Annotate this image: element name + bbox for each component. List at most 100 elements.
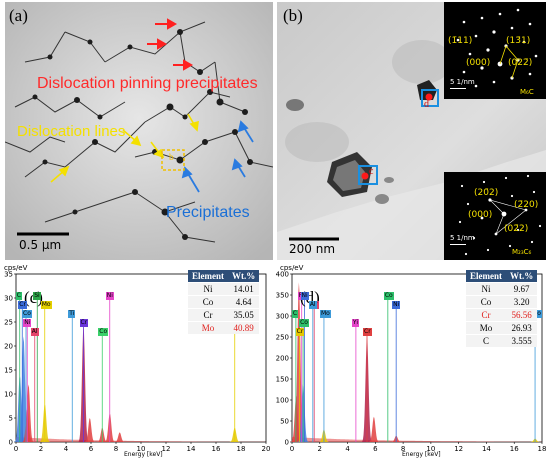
y-tick-label: 50: [280, 418, 289, 426]
y-tick-label: 200: [276, 355, 289, 363]
x-tick-label: 20: [262, 445, 271, 453]
table-cell: Ni: [188, 282, 228, 296]
element-marker-label: Mo: [319, 310, 331, 318]
y-tick-label: 15: [4, 367, 13, 375]
y-tick-label: 0: [9, 439, 13, 447]
x-tick-label: 12: [162, 445, 171, 453]
element-marker-label: Ti: [68, 310, 76, 318]
element-marker-label: Yi: [351, 319, 359, 327]
saed-bottom-spots: [458, 174, 542, 256]
y-tick-label: 250: [276, 334, 289, 342]
table-cell: Co: [188, 295, 228, 309]
composition-table-d: Element Wt.% Ni 9.67 Co 3.20 Cr 56.56 Mo 26.9…: [466, 270, 538, 347]
saed-pattern-bottom: (20̄2) (2̄20) (000) (02̄2) 5 1/nm M₂₃C₆: [444, 172, 546, 260]
y-tick-label: 35: [4, 271, 13, 279]
saed-bottom-scale-bar: [450, 244, 466, 245]
spectrum-peak: [113, 432, 126, 442]
table-cell: 40.89: [228, 321, 260, 334]
spectrum-background: [292, 437, 542, 442]
element-marker-label: Ni: [23, 319, 32, 327]
y-tick-label: 30: [4, 295, 13, 303]
y-tick-label: 100: [276, 397, 289, 405]
box-b-label: b: [169, 152, 174, 162]
x-tick-label: 6: [373, 445, 378, 453]
saed-top-index-4: (022̄): [508, 58, 533, 68]
spectrum-peak: [17, 336, 30, 442]
table-cell: Co: [466, 295, 506, 309]
x-tick-label: 12: [454, 445, 463, 453]
x-tick-label: 0: [290, 445, 294, 453]
scale-bar-a-label: 0.5 μm: [19, 238, 62, 252]
saed-top-phase: M₆C: [520, 88, 534, 96]
element-marker-label: Ni: [392, 301, 401, 309]
element-marker-label: Cr: [295, 328, 305, 336]
table-cell: 9.67: [506, 282, 538, 296]
x-tick-label: 4: [345, 445, 350, 453]
element-marker-label: F: [297, 292, 304, 300]
table-header-element: Element: [466, 270, 506, 283]
element-marker-label: Co: [98, 328, 109, 336]
table-cell: 26.93: [506, 321, 538, 335]
y-tick-label: 150: [276, 376, 289, 384]
element-marker-label: Mo: [40, 301, 52, 309]
x-tick-label: 10: [426, 445, 435, 453]
saed-top-scale-bar: [450, 88, 466, 89]
x-tick-label: 10: [137, 445, 146, 453]
tem-image-b: (b) d c 200 nm (1̄11) (13̄1) (000) (022̄…: [277, 2, 546, 260]
element-marker-label: C: [291, 310, 299, 318]
y-tick-label: 350: [276, 292, 289, 300]
saed-pattern-top: (1̄11) (13̄1) (000) (022̄) 5 1/nm M₆C: [444, 2, 546, 99]
table-header-element: Element: [188, 270, 228, 283]
table-cell: 3.555: [506, 334, 538, 347]
xlabel-c: Energy [keV]: [124, 451, 163, 458]
tem-image-a: (a) Dislocation pinning precipitates Dis…: [5, 2, 273, 260]
saed-top-scale: 5 1/nm: [450, 78, 475, 86]
x-tick-label: 0: [14, 445, 18, 453]
element-marker-label: Cr: [363, 328, 372, 336]
element-marker-label: Al: [308, 301, 317, 309]
scale-bar-b-label: 200 nm: [289, 242, 336, 256]
table-cell: Ni: [466, 282, 506, 296]
spectrum-background: [16, 437, 266, 442]
marker-c: c: [369, 166, 374, 177]
element-marker-label: C: [15, 292, 22, 300]
saed-bottom-index-1: (20̄2): [474, 188, 499, 198]
dislocation-lines-annotation: Dislocation lines: [17, 123, 126, 140]
x-tick-label: 2: [39, 445, 43, 453]
pinning-annotation: Dislocation pinning precipitates: [37, 75, 258, 92]
table-header-wt: Wt.%: [228, 270, 260, 283]
table-cell: 14.01: [228, 282, 260, 296]
element-marker-label: Si: [33, 292, 41, 300]
table-cell: 3.20: [506, 295, 538, 309]
element-marker-label: Co: [383, 292, 394, 300]
x-tick-label: 16: [212, 445, 221, 453]
saed-top-index-3: (000): [466, 58, 491, 68]
x-tick-label: 14: [482, 445, 491, 453]
saed-top-index-1: (1̄11): [448, 36, 473, 46]
element-marker-label: Ni: [300, 292, 309, 300]
spectrum-peak: [292, 282, 305, 442]
spectrum-peak: [367, 416, 380, 442]
x-tick-label: 14: [187, 445, 196, 453]
tem-image-a-graphics: [5, 2, 273, 260]
saed-top-spots: [456, 8, 538, 88]
units-d: cps/eV: [280, 264, 304, 272]
y-tick-label: 300: [276, 313, 289, 321]
marker-d: d: [424, 99, 429, 110]
x-tick-label: 8: [401, 445, 405, 453]
table-header-wt: Wt.%: [506, 270, 538, 283]
element-marker-label: Co: [299, 319, 309, 327]
eds-chart-c: 0 5 10 15 20 25 30 35 0 2 4 6 8 10 12 14 16 18 20: [4, 271, 271, 454]
table-cell: Cr: [188, 308, 228, 322]
panel-a-label: (a): [9, 6, 28, 25]
y-tick-label: 25: [4, 319, 13, 327]
spectrum-peak: [22, 384, 35, 442]
eds-spectrum-d: 0 50 100 150 200 250 300 350 400 0 2 4 6 8 10 12 14 16 18 …: [274, 264, 550, 461]
y-tick-label: 10: [4, 391, 13, 399]
y-tick-label: 5: [9, 415, 13, 423]
y-tick-label: 0: [285, 439, 289, 447]
saed-bottom-index-2: (2̄20): [514, 200, 539, 210]
table-cell: 35.05: [228, 308, 260, 322]
y-tick-label: 20: [4, 343, 13, 351]
